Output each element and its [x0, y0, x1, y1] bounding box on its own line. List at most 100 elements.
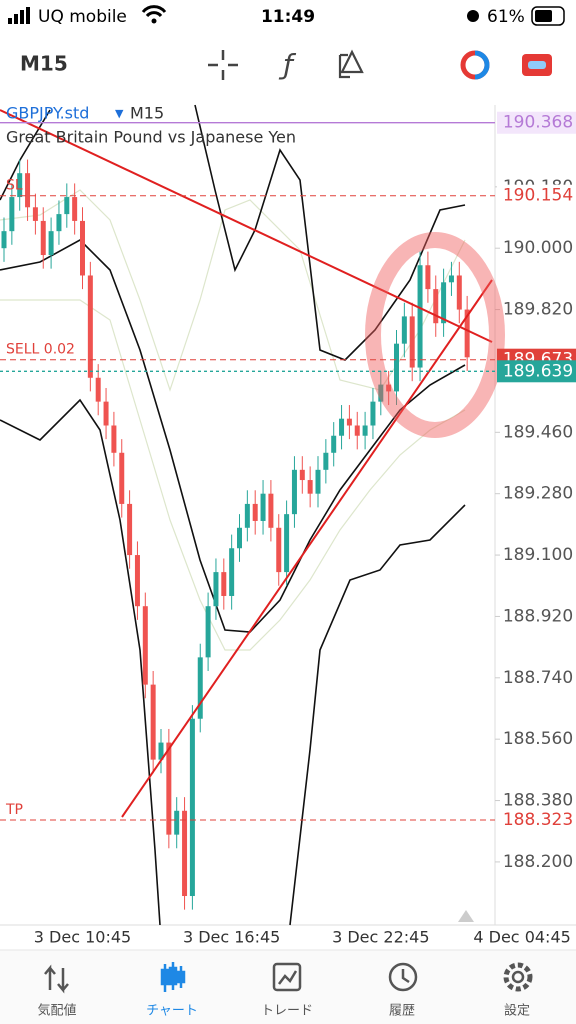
- y-tick-label: 188.740: [503, 668, 573, 688]
- candle-body: [142, 606, 148, 685]
- candle-body: [1, 231, 7, 249]
- candle-body: [433, 289, 439, 324]
- carrier: UQ mobile: [38, 7, 127, 27]
- battery-level: 61%: [487, 7, 525, 27]
- candle-body: [291, 469, 297, 515]
- candle-body: [386, 384, 392, 392]
- status-bar: UQ mobile 11:49 61%: [8, 5, 565, 27]
- price-label-bg: [497, 184, 576, 207]
- candle-body: [331, 435, 337, 453]
- indicator-icon[interactable]: ƒ: [278, 48, 297, 81]
- history-icon[interactable]: [388, 962, 418, 992]
- price-label: 188.323: [503, 810, 573, 830]
- candle-body: [354, 425, 360, 436]
- candle-body: [346, 418, 352, 426]
- candle-body: [197, 657, 203, 719]
- price-line-name: SELL 0.02: [6, 342, 75, 358]
- candle-body: [284, 514, 290, 573]
- tab-label[interactable]: 設定: [504, 1003, 530, 1019]
- symbol-dropdown[interactable]: ▼: [115, 107, 124, 120]
- candle-body: [299, 469, 305, 481]
- y-tick-label: 188.380: [503, 791, 573, 811]
- chart-icon[interactable]: [160, 962, 186, 992]
- y-tick-label: 189.820: [503, 300, 573, 320]
- y-tick-label: 189.280: [503, 484, 573, 504]
- candle-body: [213, 572, 219, 607]
- price-label: 190.154: [503, 186, 573, 206]
- candle-body: [448, 275, 454, 283]
- y-tick-label: 188.920: [503, 606, 573, 626]
- tab-label[interactable]: トレード: [261, 1004, 313, 1019]
- candle-body: [9, 197, 15, 232]
- candle-body: [134, 555, 140, 607]
- candle-body: [103, 401, 109, 426]
- candle-body: [32, 207, 38, 221]
- settings-icon[interactable]: [503, 962, 533, 992]
- y-tick-label: 188.200: [503, 852, 573, 872]
- candle-body: [229, 548, 235, 596]
- quotes-icon[interactable]: [44, 964, 69, 994]
- bollinger-bands: [0, 104, 466, 926]
- tab-label[interactable]: 履歴: [389, 1004, 415, 1019]
- candle-body: [111, 425, 117, 453]
- candle-body: [323, 452, 329, 470]
- circle-annotation: [365, 232, 505, 438]
- candle-body: [456, 275, 462, 310]
- candles: [1, 159, 470, 910]
- grid: 190.180190.000189.820189.460189.280189.1…: [495, 177, 573, 872]
- y-tick-label: 188.560: [503, 729, 573, 749]
- candle-body: [95, 377, 101, 402]
- crosshair-icon[interactable]: [208, 50, 238, 80]
- trendlines: [0, 109, 493, 818]
- x-tick-label: 3 Dec 10:45: [34, 928, 131, 947]
- candle-body: [401, 316, 407, 344]
- candle-body: [40, 220, 46, 256]
- price-label: 189.639: [503, 361, 573, 381]
- candle-body: [64, 197, 70, 215]
- candle-body: [268, 493, 274, 528]
- x-tick-label: 3 Dec 22:45: [332, 928, 429, 947]
- candle-body: [464, 309, 470, 358]
- candle-body: [87, 275, 93, 378]
- candle-body: [339, 418, 345, 436]
- y-tick-label: 190.000: [503, 238, 573, 258]
- candle-body: [158, 742, 164, 760]
- price-line-name: SL: [6, 178, 23, 194]
- candle-body: [56, 214, 62, 232]
- candle-body: [370, 401, 376, 426]
- candle-body: [72, 197, 78, 221]
- price-label: 190.368: [503, 113, 573, 133]
- chart-subtitle: Great Britain Pound vs Japanese Yen: [6, 128, 296, 147]
- candle-body: [417, 265, 423, 368]
- candle-body: [127, 503, 133, 556]
- tab-label[interactable]: チャート: [146, 1004, 198, 1019]
- candle-body: [315, 469, 321, 494]
- scroll-marker: [458, 910, 474, 922]
- candle-body: [166, 742, 172, 835]
- price-label-bg: [497, 360, 576, 383]
- timeframe-button[interactable]: M15: [20, 52, 68, 76]
- candle-body: [307, 480, 313, 494]
- symbol[interactable]: GBPJPY.std: [6, 104, 89, 123]
- tab-bar: [0, 950, 576, 1024]
- candle-body: [276, 527, 282, 573]
- trade-tab-icon[interactable]: [272, 962, 302, 992]
- candle-body: [441, 282, 447, 324]
- candle-body: [17, 173, 23, 198]
- candle-body: [174, 810, 180, 835]
- price-label-bg: [497, 111, 576, 134]
- candle-body: [205, 606, 211, 658]
- y-tick-label: 189.100: [503, 545, 573, 565]
- objects-icon[interactable]: [338, 49, 364, 79]
- y-tick-label: 189.460: [503, 422, 573, 442]
- candle-body: [80, 220, 85, 276]
- candle-body: [221, 572, 227, 596]
- candle-body: [25, 173, 31, 208]
- candle-body: [425, 265, 431, 290]
- tab-label[interactable]: 気配値: [37, 1003, 76, 1019]
- candle-body: [409, 316, 415, 368]
- candle-body: [362, 425, 368, 436]
- candle-body: [150, 684, 156, 760]
